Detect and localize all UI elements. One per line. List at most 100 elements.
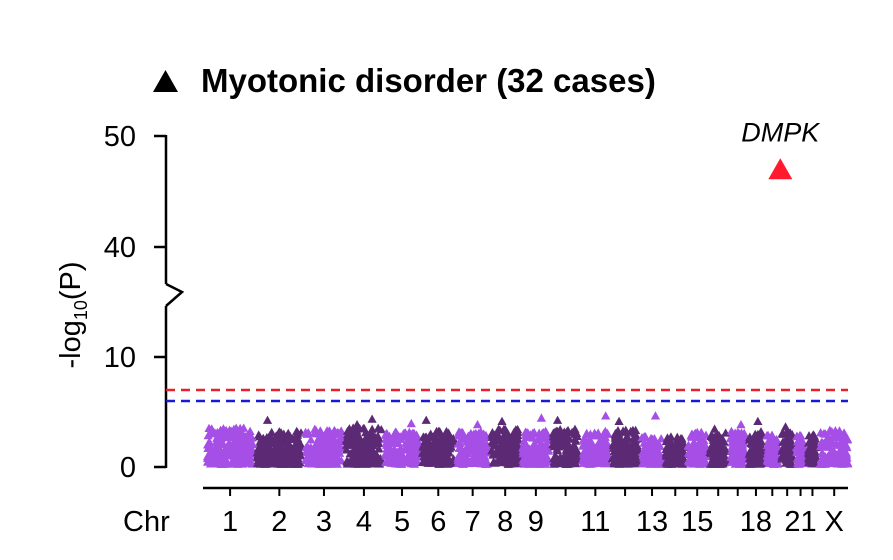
snp-point [506,447,516,457]
snp-point [436,442,446,452]
snp-point [263,444,273,454]
snp-point [610,431,621,440]
snp-point [316,427,326,436]
x-tick-label: 9 [528,506,544,538]
snp-point [817,448,827,457]
snp-point [539,458,549,467]
x-tick-label: 5 [394,506,410,538]
snp-point [492,431,502,440]
snp-point [683,440,694,449]
x-tick-label: 15 [681,506,713,538]
snp-peak-point [736,420,746,429]
snp-point [823,438,833,447]
snp-point [460,434,470,443]
snp-point [603,429,613,438]
snp-point [540,451,550,460]
snp-point [771,449,781,458]
snp-point [552,426,562,435]
snp-point [581,456,592,465]
snp-point [661,456,672,466]
snp-point [518,442,528,451]
snp-point [806,448,817,457]
snp-point [837,442,847,451]
snp-point [224,447,235,456]
x-ticks: 1 2 3 4 5 6 7 8 9 11 13 15 18 21 X [222,488,844,538]
snp-point [495,425,505,434]
y-ticks: 0 10 40 50 [104,121,166,484]
snp-point [363,444,373,453]
snp-point [373,423,383,432]
snp-point [295,450,306,460]
snp-point [762,440,772,450]
snp-point [569,451,580,461]
snp-point [399,431,409,441]
snp-point [836,436,847,445]
snp-point [580,439,590,448]
snp-point [413,438,423,447]
snp-point [282,431,292,440]
snp-point [518,446,528,456]
snp-point [255,459,266,468]
snp-point [306,435,316,444]
x-tick-label: 4 [356,506,372,538]
x-tick-label: 2 [271,506,287,538]
snp-point [300,427,311,437]
snp-point [632,453,642,463]
snp-point [362,431,372,440]
snp-point [595,444,605,453]
snp-point [426,450,436,459]
snp-point [757,446,767,455]
snp-point [508,433,518,442]
snp-point [232,454,242,463]
x-tick-label: 13 [636,506,668,538]
snp-point [806,436,816,445]
snp-point [369,437,379,446]
snp-point [752,433,762,443]
snp-point [795,454,805,463]
snp-point [314,459,324,468]
snp-point [819,442,829,451]
snp-point [695,439,705,448]
snp-point [536,446,546,455]
snp-point [809,431,819,440]
snp-point [430,432,440,442]
x-tick-label: 3 [316,506,332,538]
snp-point [563,433,573,443]
y-axis-title: -log10(P) [55,261,91,368]
snp-point [311,452,321,461]
y-axis-title-subscript: 10 [71,300,91,320]
chart-title: Myotonic disorder (32 cases) [201,62,656,99]
snp-point [350,450,360,459]
snp-point [312,446,322,456]
snp-point [259,449,269,458]
snp-point [533,434,543,444]
snp-point [412,430,422,439]
snp-point [729,445,739,454]
snp-point [240,439,250,448]
snp-point [828,446,839,455]
snp-point [764,435,774,444]
snp-point [734,458,744,467]
snp-point [229,443,239,452]
snp-point [763,451,773,461]
x-tick-label: 1 [222,506,238,538]
snp-peak-point [352,420,362,429]
snp-point [505,456,515,466]
snp-peak-point [367,414,377,423]
snp-point [647,444,657,453]
snp-point [476,445,486,454]
snp-point [668,442,678,451]
snp-peak-point [753,416,763,426]
snp-peak-point [601,411,611,420]
snp-point [437,456,447,465]
snp-point [404,427,414,436]
chart-title-group: Myotonic disorder (32 cases) [153,62,656,99]
snp-point [808,442,819,451]
dmpk-label: DMPK [741,117,820,147]
snp-point [212,427,222,437]
snp-point [227,459,237,468]
snp-point [305,449,315,458]
y-axis-title-main: -log [55,320,87,368]
snp-point [218,425,228,434]
snp-point [611,443,622,452]
